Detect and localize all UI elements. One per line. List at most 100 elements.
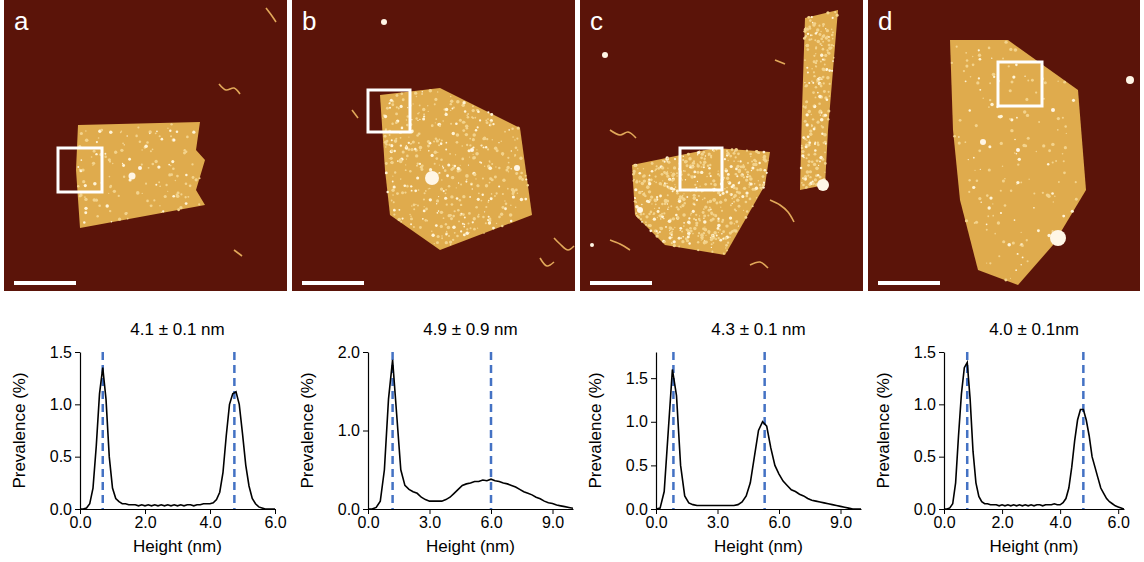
speckle	[1017, 253, 1019, 255]
speckle	[451, 176, 454, 179]
speckle	[745, 201, 748, 204]
peak-line	[490, 352, 493, 509]
speckle	[416, 165, 418, 167]
speckle	[399, 159, 402, 162]
speckle	[688, 157, 691, 160]
particle	[470, 148, 474, 152]
y-tick-label: 0.5	[626, 457, 648, 474]
speckle	[654, 199, 658, 203]
speckle	[833, 45, 834, 46]
speckle	[440, 159, 443, 162]
speckle	[445, 233, 447, 235]
speckle	[734, 148, 738, 152]
x-tick: 6.0	[264, 509, 286, 531]
y-tick-label: 0.5	[914, 448, 936, 465]
fibril	[610, 130, 636, 138]
x-axis: 0.03.06.09.0	[357, 509, 573, 531]
speckle	[697, 171, 700, 174]
speckle	[805, 85, 807, 87]
speckle	[108, 193, 109, 194]
speckle	[424, 206, 425, 207]
speckle	[425, 190, 427, 192]
speckle	[833, 57, 835, 59]
speckle	[815, 62, 817, 64]
speckle	[450, 100, 453, 103]
plot-area	[944, 352, 1124, 509]
speckle	[801, 154, 804, 157]
speckle	[385, 128, 387, 130]
speckle	[422, 117, 425, 120]
panel-label: a	[14, 6, 29, 36]
speckle	[807, 33, 809, 35]
speckle	[820, 38, 823, 41]
speckle	[396, 106, 398, 108]
speckle	[704, 183, 707, 186]
speckle	[82, 180, 85, 183]
speckle	[1062, 215, 1065, 218]
speckle	[1015, 269, 1017, 271]
x-tick: 6.0	[1108, 509, 1130, 531]
speckle	[808, 82, 810, 84]
speckle	[452, 132, 455, 135]
speckle	[397, 218, 401, 222]
speckle	[424, 192, 426, 194]
speckle	[655, 168, 657, 170]
speckle	[805, 36, 807, 38]
speckle	[661, 203, 664, 206]
speckle	[709, 200, 712, 203]
speckle	[815, 167, 819, 171]
y-tick: 0.0	[914, 501, 944, 518]
speckle	[643, 179, 646, 182]
speckle	[806, 157, 808, 159]
speckle	[725, 224, 728, 227]
speckle	[738, 205, 741, 208]
speckle	[466, 115, 468, 117]
speckle	[454, 232, 456, 234]
speckle	[671, 242, 673, 244]
speckle	[512, 190, 515, 193]
speckle	[411, 205, 413, 207]
speckle	[754, 163, 757, 166]
speckle	[1027, 80, 1029, 82]
speckle	[1014, 48, 1018, 52]
flake	[800, 10, 838, 190]
speckle	[988, 206, 991, 209]
speckle	[510, 204, 512, 206]
x-tick-mark	[718, 509, 719, 514]
speckle	[524, 198, 527, 201]
speckle	[719, 229, 721, 231]
speckle	[77, 185, 80, 188]
speckle	[683, 193, 684, 194]
speckle	[460, 165, 461, 166]
y-tick-label: 1.5	[626, 370, 648, 387]
speckle	[667, 209, 669, 211]
speckle	[659, 231, 661, 233]
speckle	[489, 124, 491, 126]
speckle	[643, 174, 646, 177]
speckle	[441, 237, 443, 239]
speckle	[673, 244, 676, 247]
speckle	[730, 204, 732, 206]
speckle	[137, 126, 139, 128]
speckle	[818, 165, 819, 166]
speckle	[95, 153, 97, 155]
speckle	[185, 150, 188, 153]
x-axis-title: Height (nm)	[426, 537, 515, 556]
y-tick-mark	[939, 457, 944, 458]
speckle	[688, 242, 691, 245]
speckle	[735, 220, 738, 223]
speckle	[438, 196, 439, 197]
speckle	[487, 118, 489, 120]
speckle	[718, 170, 719, 171]
speckle	[512, 190, 515, 193]
speckle	[805, 27, 806, 28]
speckle	[406, 119, 408, 121]
speckle	[727, 173, 730, 176]
speckle	[968, 159, 969, 160]
x-tick-label: 9.0	[830, 514, 852, 531]
speckle	[1015, 64, 1018, 67]
speckle	[813, 75, 815, 77]
speckle	[111, 221, 113, 223]
speckle	[813, 163, 816, 166]
speckle	[162, 210, 164, 212]
